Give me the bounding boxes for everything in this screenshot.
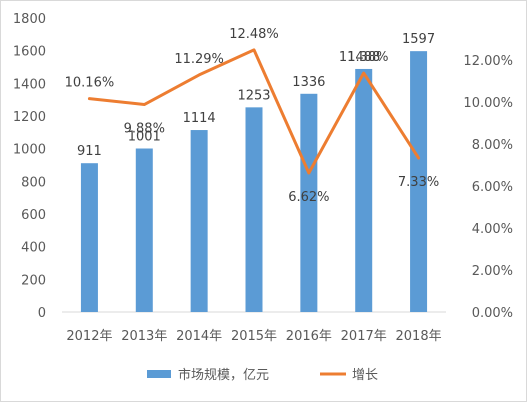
x-tick-label: 2013年 <box>121 329 167 344</box>
x-tick-label: 2018年 <box>396 329 442 344</box>
line-data-label: 6.62% <box>288 190 329 205</box>
right-tick-label: 12.00% <box>463 54 513 69</box>
x-tick-label: 2015年 <box>231 329 277 344</box>
bar-data-label: 1001 <box>128 130 161 145</box>
right-tick-label: 8.00% <box>472 138 513 153</box>
bar-data-label: 1253 <box>237 88 270 103</box>
growth-line <box>87 48 421 175</box>
right-tick-label: 2.00% <box>472 264 513 279</box>
bar-series <box>80 51 428 313</box>
bar <box>410 51 428 312</box>
bar-data-label: 1336 <box>292 75 325 90</box>
bar <box>300 93 318 312</box>
line-data-label: 7.33% <box>398 175 439 190</box>
left-tick-label: 1200 <box>13 110 46 125</box>
bar <box>80 163 98 312</box>
bar-data-label: 911 <box>77 144 102 159</box>
right-tick-label: 0.00% <box>472 306 513 321</box>
watermark-text: 搜狐号@中金企信国际咨询 <box>350 8 518 25</box>
right-tick-label: 4.00% <box>472 222 513 237</box>
right-tick-label: 10.00% <box>463 96 513 111</box>
left-tick-label: 1600 <box>13 45 46 60</box>
left-tick-label: 1000 <box>13 143 46 158</box>
legend-label-line: 增长 <box>352 368 378 383</box>
line-data-label: 10.16% <box>65 76 115 91</box>
x-tick-label: 2012年 <box>66 329 112 344</box>
bar-data-label: 1597 <box>402 32 435 47</box>
left-tick-label: 200 <box>21 273 46 288</box>
bar <box>245 107 263 313</box>
x-tick-label: 2017年 <box>341 329 387 344</box>
bar-data-label: 1114 <box>183 111 216 126</box>
left-tick-label: 1800 <box>13 12 46 27</box>
line-data-label: 11.38% <box>339 50 389 65</box>
legend: 市场规模，亿元 增长 <box>147 367 378 383</box>
left-tick-label: 1400 <box>13 77 46 92</box>
bar <box>135 148 153 312</box>
bar <box>190 130 208 312</box>
bar <box>355 68 373 313</box>
right-tick-label: 6.00% <box>472 180 513 195</box>
x-axis: 2012年 2013年 2014年 2015年 2016年 2017年 2018年 <box>66 329 441 344</box>
line-data-label: 11.29% <box>174 52 224 67</box>
right-axis: 0.00% 2.00% 4.00% 6.00% 8.00% 10.00% 12.00% <box>463 54 513 321</box>
left-tick-label: 400 <box>21 241 46 256</box>
x-tick-label: 2014年 <box>176 329 222 344</box>
left-tick-label: 0 <box>38 306 46 321</box>
left-tick-label: 600 <box>21 208 46 223</box>
legend-swatch-bar <box>147 370 171 378</box>
left-tick-label: 800 <box>21 175 46 190</box>
x-tick-label: 2016年 <box>286 329 332 344</box>
legend-label-bar: 市场规模，亿元 <box>178 367 269 383</box>
line-data-label: 12.48% <box>229 27 279 42</box>
bar-data-label: 1488 <box>347 50 380 65</box>
left-axis: 0 200 400 600 800 1000 1200 1400 1600 1800 <box>13 12 46 321</box>
line-series <box>87 48 421 175</box>
bar-data-labels: 911 1001 1114 1253 1336 1488 1597 <box>77 32 435 159</box>
line-data-labels: 10.16% 9.88% 11.29% 12.48% 6.62% 11.38% 7.33% <box>65 27 440 205</box>
line-data-label: 9.88% <box>124 122 165 137</box>
